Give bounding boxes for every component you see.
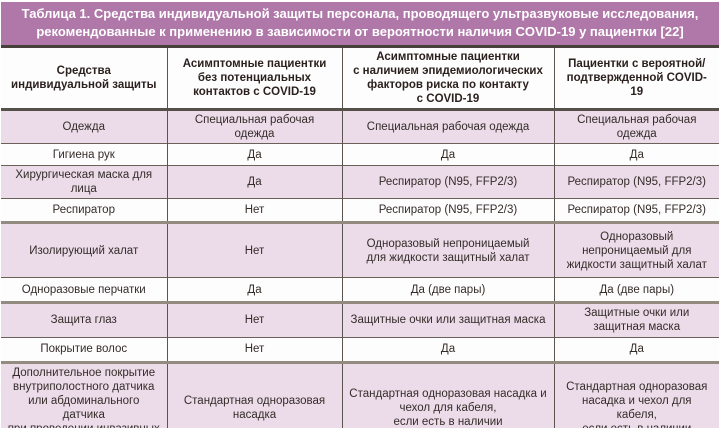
ppe-value-cell: Да (553, 337, 719, 362)
ppe-item-label: Хирургическая маска для лица (15, 169, 153, 196)
ppe-item-label: Одноразовые перчатки (21, 283, 146, 296)
ppe-value-cell: Защитные очки или защитная маска (341, 302, 554, 337)
ppe-value-cell: Нет (166, 337, 342, 362)
ppe-value-cell: Респиратор (N95, FFP2/3) (553, 165, 719, 199)
column-header-asymptomatic-no-contact: Асимптомные пациентки без потенциальных … (166, 47, 342, 110)
ppe-value-cell: Респиратор (N95, FFP2/3) (553, 198, 719, 223)
ppe-table: Средства индивидуальной защиты Асимптомн… (1, 47, 719, 428)
column-header-confirmed-covid: Пациентки с вероятной/ подтвержденной CO… (553, 47, 719, 110)
ppe-value-cell: Одноразовый непроницаемый для жидкости з… (553, 222, 719, 278)
ppe-item-label: Гигиена рук (52, 148, 115, 161)
table-row: Изолирующий халат Нет Одноразовый непрон… (1, 222, 719, 278)
ppe-value-cell: Респиратор (N95, FFP2/3) (341, 198, 554, 223)
ppe-value-cell: Да (341, 337, 554, 362)
table-row: Респиратор Нет Респиратор (N95, FFP2/3) … (1, 198, 719, 223)
ppe-value-cell: Стандартная одноразовая насадка и чехол … (341, 362, 554, 428)
ppe-item-label: Защита глаз (50, 314, 117, 327)
table-row: Одноразовые перчатки Да Да (две пары) Да… (1, 277, 719, 303)
table-row: Защита глаз Нет Защитные очки или защитн… (1, 302, 719, 337)
ppe-value-cell: Да (166, 165, 342, 199)
ppe-value-cell: Да (341, 143, 554, 166)
ppe-value-cell: Защитные очки или защитная маска (553, 302, 719, 337)
ppe-value-cell: Стандартная одноразовая насадка и чехол … (553, 362, 719, 428)
table-row: Покрытие волос Нет Да Да (1, 337, 719, 362)
table-row: Гигиена рук Да Да Да (1, 143, 719, 166)
ppe-item-label: Изолирующий халат (29, 244, 139, 257)
ppe-value-cell: Нет (166, 302, 342, 337)
ppe-value-cell: Нет (166, 222, 342, 278)
table-row: Одежда Специальная рабочая одежда Специа… (1, 109, 719, 144)
column-header-asymptomatic-risk-factors: Асимптомные пациентки с наличием эпидеми… (341, 47, 554, 110)
header-row: Средства индивидуальной защиты Асимптомн… (1, 47, 719, 110)
table-row: Дополнительное покрытие внутриполостного… (1, 362, 719, 428)
ppe-value-cell: Да (две пары) (553, 277, 719, 303)
ppe-value-cell: Одноразовый непроницаемый для жидкости з… (341, 222, 554, 278)
ppe-value-cell: Да (166, 277, 342, 303)
ppe-value-cell: Стандартная одноразовая насадка (166, 362, 342, 428)
ppe-value-cell: Да (166, 143, 342, 166)
table-title: Таблица 1. Средства индивидуальной защит… (1, 2, 719, 48)
ppe-item-label: Одежда (62, 121, 105, 134)
ppe-value-cell: Да (две пары) (341, 277, 554, 303)
ppe-value-cell: Специальная рабочая одежда (553, 109, 719, 144)
ppe-item-label: Дополнительное покрытие внутриполостного… (8, 366, 160, 428)
ppe-value-cell: Специальная рабочая одежда (166, 109, 342, 144)
ppe-value-cell: Респиратор (N95, FFP2/3) (341, 165, 554, 199)
ppe-value-cell: Да (553, 143, 719, 166)
ppe-item-label: Покрытие волос (40, 342, 128, 355)
ppe-item-label: Респиратор (52, 204, 115, 217)
ppe-value-cell: Специальная рабочая одежда (341, 109, 554, 144)
table-row: Хирургическая маска для лица Да Респират… (1, 165, 719, 199)
ppe-value-cell: Нет (166, 198, 342, 223)
column-header-ppe: Средства индивидуальной защиты (1, 47, 167, 110)
